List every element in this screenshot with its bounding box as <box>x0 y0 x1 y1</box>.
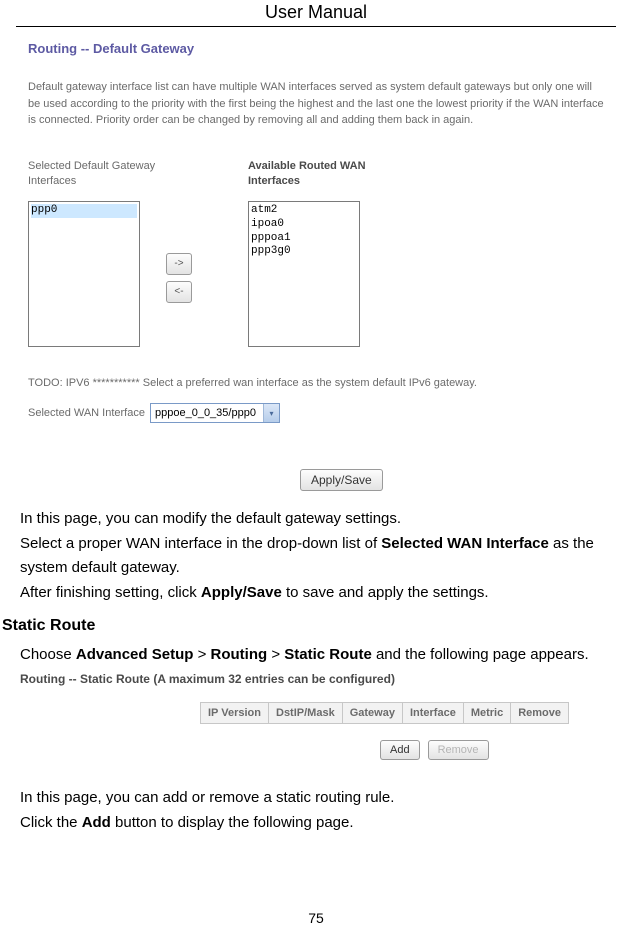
panel-description: Default gateway interface list can have … <box>28 79 604 129</box>
selected-wan-dropdown[interactable]: pppoe_0_0_35/ppp0 ▾ <box>150 403 280 423</box>
paragraph: Click the Add button to display the foll… <box>20 811 612 834</box>
col-gateway: Gateway <box>342 703 402 724</box>
paragraph: After finishing setting, click Apply/Sav… <box>20 581 612 604</box>
panel-heading: Routing -- Default Gateway <box>28 41 194 56</box>
list-item[interactable]: ipoa0 <box>251 218 357 232</box>
col-interface: Interface <box>402 703 463 724</box>
paragraph: Choose Advanced Setup > Routing > Static… <box>20 643 612 666</box>
static-route-table: IP Version DstIP/Mask Gateway Interface … <box>200 702 569 724</box>
selected-wan-label: Selected WAN Interface <box>28 407 145 419</box>
default-gateway-screenshot: Routing -- Default Gateway Default gatew… <box>20 31 612 493</box>
available-interfaces-label: Available Routed WAN Interfaces <box>248 159 408 190</box>
list-item[interactable]: ppp0 <box>31 204 137 218</box>
selected-interfaces-listbox[interactable]: ppp0 <box>28 201 140 347</box>
list-item[interactable]: atm2 <box>251 204 357 218</box>
col-remove: Remove <box>511 703 569 724</box>
add-button[interactable]: Add <box>380 740 420 760</box>
available-interfaces-listbox[interactable]: atm2 ipoa0 pppoa1 ppp3g0 <box>248 201 360 347</box>
move-right-button[interactable]: -> <box>166 253 192 275</box>
paragraph: Select a proper WAN interface in the dro… <box>20 532 612 579</box>
dropdown-value: pppoe_0_0_35/ppp0 <box>151 407 263 419</box>
chevron-down-icon: ▾ <box>263 404 279 422</box>
col-ip-version: IP Version <box>201 703 269 724</box>
panel-heading: Routing -- Static Route (A maximum 32 en… <box>20 672 395 686</box>
page-number: 75 <box>0 910 632 926</box>
apply-save-button[interactable]: Apply/Save <box>300 469 383 491</box>
col-metric: Metric <box>463 703 510 724</box>
page-title: User Manual <box>16 0 616 27</box>
paragraph: In this page, you can add or remove a st… <box>20 786 612 809</box>
static-route-screenshot: Routing -- Static Route (A maximum 32 en… <box>20 670 612 780</box>
move-left-button[interactable]: <- <box>166 281 192 303</box>
list-item[interactable]: ppp3g0 <box>251 245 357 259</box>
col-dstip-mask: DstIP/Mask <box>269 703 343 724</box>
paragraph: In this page, you can modify the default… <box>20 507 612 530</box>
selected-interfaces-label: Selected Default Gateway Interfaces <box>28 159 168 190</box>
table-header-row: IP Version DstIP/Mask Gateway Interface … <box>201 703 569 724</box>
ipv6-todo-text: TODO: IPV6 *********** Select a preferre… <box>28 377 477 389</box>
static-route-heading: Static Route <box>2 614 612 639</box>
list-item[interactable]: pppoa1 <box>251 232 357 246</box>
remove-button[interactable]: Remove <box>428 740 489 760</box>
